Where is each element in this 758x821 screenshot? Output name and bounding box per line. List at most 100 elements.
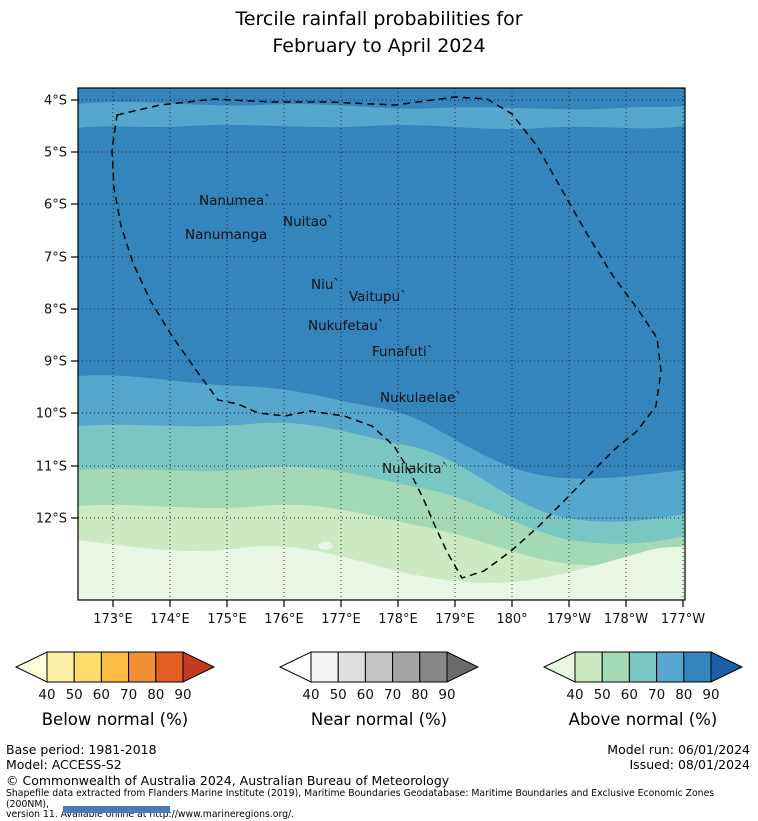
colorbar-segment	[392, 651, 421, 683]
colorbar-segment	[46, 651, 75, 683]
y-axis-label: 5°S	[44, 146, 67, 161]
island-label: Nukulaelae`	[380, 390, 462, 406]
gridlines	[78, 88, 685, 600]
colorbar-below-normal: 40 50 60 70 80 90	[14, 651, 216, 703]
colorbar-tick-label: 80	[411, 687, 428, 703]
colorbar-arrow-left	[542, 651, 576, 683]
y-axis-label: 4°S	[44, 94, 67, 109]
colorbar-tick-label: 60	[621, 687, 638, 703]
colorbar-tick-label: 50	[66, 687, 83, 703]
colorbar-segment	[128, 651, 157, 683]
base-period-text: Base period: 1981-2018	[6, 742, 157, 757]
colorbar-tick-label: 60	[357, 687, 374, 703]
colorbar-tick-label: 70	[648, 687, 665, 703]
y-axis-label: 11°S	[36, 460, 67, 475]
contour-band-lt40	[318, 541, 333, 550]
colorbar-arrow-left	[278, 651, 312, 683]
island-label: Vaitupu`	[349, 289, 407, 305]
colorbar-segment	[683, 651, 712, 683]
colorbar-tick-label: 70	[120, 687, 137, 703]
colorbar-tick-label: 50	[330, 687, 347, 703]
island-label: Nanumanga	[185, 227, 267, 243]
colorbar-near-normal: 40 50 60 70 80 90	[278, 651, 480, 703]
island-label: Nanumea`	[199, 193, 271, 209]
island-label: Nukufetau`	[308, 318, 385, 334]
legend-title-near-normal: Near normal (%)	[310, 710, 448, 729]
copyright-text: © Commonwealth of Australia 2024, Austra…	[6, 773, 450, 788]
plot-border	[77, 87, 686, 601]
colorbar-arrow-right	[710, 651, 744, 683]
colorbar-segment	[155, 651, 184, 683]
footer-left: Base period: 1981-2018 Model: ACCESS-S2	[6, 742, 157, 772]
contour-bands	[78, 102, 685, 600]
colorbar-arrow-left	[14, 651, 48, 683]
colorbar-segment	[419, 651, 448, 683]
x-axis-label: 179°E	[435, 612, 475, 627]
colorbar-segment	[364, 651, 394, 683]
legend-below-normal: 40 50 60 70 80 90 Below normal (%)	[0, 648, 230, 729]
colorbar-tick-label: 70	[384, 687, 401, 703]
x-axis-label: 176°E	[264, 612, 304, 627]
colorbar-tick-label: 80	[675, 687, 692, 703]
x-axis-label: 178°W	[604, 612, 648, 627]
model-text: Model: ACCESS-S2	[6, 757, 122, 772]
colorbar-tick-label: 60	[93, 687, 110, 703]
x-axis-label: 174°E	[150, 612, 190, 627]
colorbar-tick-label: 90	[438, 687, 455, 703]
colorbar-segment	[574, 651, 603, 683]
island-label: Funafuti`	[372, 344, 434, 360]
bottom-blue-bar	[63, 806, 170, 813]
legend-title-below-normal: Below normal (%)	[41, 710, 189, 729]
x-axis-label: 173°E	[93, 612, 133, 627]
chart-title: Tercile rainfall probabilities for Febru…	[0, 6, 758, 60]
title-line-2: February to April 2024	[272, 35, 486, 57]
issued-text: Issued: 08/01/2024	[629, 757, 751, 772]
colorbar-tick-label: 40	[566, 687, 583, 703]
shapefile-attribution-line-2: version 11. Available online at http://w…	[6, 809, 295, 820]
x-axis-label: 179°W	[547, 612, 591, 627]
y-axis-label: 9°S	[44, 355, 67, 370]
colorbar-segment	[310, 651, 339, 683]
colorbar-tick-label: 50	[594, 687, 611, 703]
shapefile-attribution-line-1: Shapefile data extracted from Flanders M…	[6, 788, 715, 810]
y-axis-label: 7°S	[44, 251, 67, 266]
x-axis-label: 175°E	[207, 612, 247, 627]
colorbar-tick-label: 90	[174, 687, 191, 703]
legend-title-above-normal: Above normal (%)	[568, 710, 718, 729]
colorbar-segment	[100, 651, 130, 683]
colorbar-arrow-right	[182, 651, 216, 683]
colorbar-arrow-right	[446, 651, 480, 683]
x-axis-label: 177°W	[661, 612, 705, 627]
x-axis-label: 177°E	[321, 612, 361, 627]
eez-boundary-dashed	[111, 96, 662, 579]
y-axis-label: 6°S	[44, 198, 67, 213]
colorbar-segment	[601, 651, 630, 683]
x-axis-label: 178°E	[378, 612, 418, 627]
colorbar-tick-label: 90	[702, 687, 719, 703]
colorbar-segment	[73, 651, 102, 683]
shapefile-attribution: Shapefile data extracted from Flanders M…	[6, 788, 758, 821]
y-axis-label: 12°S	[36, 512, 67, 527]
colorbar-tick-label: 40	[302, 687, 319, 703]
island-label: Nuitao`	[283, 214, 334, 230]
colorbar-tick-label: 80	[147, 687, 164, 703]
colorbar-above-normal: 40 50 60 70 80 90	[542, 651, 744, 703]
legend-above-normal: 40 50 60 70 80 90 Above normal (%)	[528, 648, 758, 729]
model-run-text: Model run: 06/01/2024	[607, 742, 750, 757]
footer-right: Model run: 06/01/2024 Issued: 08/01/2024	[607, 742, 750, 772]
x-axis-label: 180°	[496, 612, 527, 627]
island-label: Niu`	[311, 277, 340, 293]
title-line-1: Tercile rainfall probabilities for	[235, 8, 523, 30]
island-label: Nuilakita`	[382, 461, 448, 477]
colorbar-segment	[656, 651, 685, 683]
contour-band-lt40	[78, 540, 685, 600]
colorbar-segment	[337, 651, 366, 683]
colorbar-tick-label: 40	[38, 687, 55, 703]
y-axis-label: 8°S	[44, 303, 67, 318]
y-axis-label: 10°S	[36, 407, 67, 422]
rainfall-probability-map: Nanumea` Nuitao` Nanumanga Niu` Vaitupu` Nuku…	[36, 87, 705, 627]
legend-near-normal: 40 50 60 70 80 90 Near normal (%)	[264, 648, 494, 729]
colorbar-segment	[628, 651, 658, 683]
contour-band-70-80	[78, 102, 685, 129]
colorbar-legends: 40 50 60 70 80 90 Below normal (%) 40 50 60 70 80…	[0, 648, 758, 740]
